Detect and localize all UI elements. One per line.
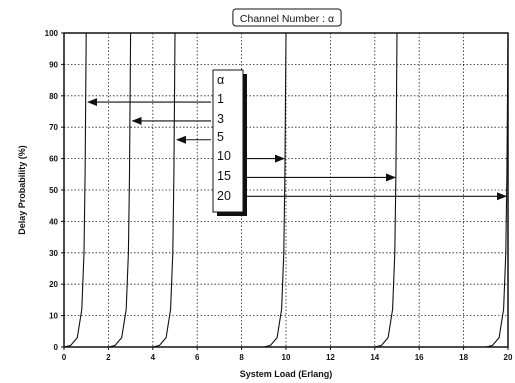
- legend-item-1: 1: [217, 92, 224, 106]
- series-curves: [63, 32, 509, 348]
- series-curve-10: [263, 32, 287, 348]
- x-tick-label: 16: [415, 353, 424, 362]
- series-curve-1: [63, 32, 87, 348]
- chart-title-text: Channel Number : α: [240, 13, 334, 25]
- tick-labels: 0 10 20 30 40 50 60 70 80 90 100 0 2 4 6 8 10 12 14 16 18 20: [45, 29, 513, 362]
- y-tick-label: 70: [49, 123, 58, 132]
- legend-item-3: 3: [217, 112, 224, 126]
- y-tick-label: 60: [49, 155, 58, 164]
- series-curve-3: [108, 32, 132, 348]
- y-tick-label: 100: [45, 29, 59, 38]
- legend-item-10: 10: [217, 149, 231, 163]
- legend: α 1 3 5 10 15 20: [212, 69, 247, 216]
- legend-arrows: [87, 98, 507, 201]
- x-tick-label: 8: [239, 353, 244, 362]
- series-curve-5: [152, 32, 176, 348]
- y-axis-title: Delay Probability (%): [17, 145, 27, 235]
- x-tick-label: 0: [62, 353, 67, 362]
- legend-items: 1 3 5 10 15 20: [217, 92, 231, 203]
- x-tick-label: 2: [106, 353, 111, 362]
- y-tick-label: 90: [49, 60, 58, 69]
- chart-title: Channel Number : α: [232, 8, 342, 27]
- series-curve-20: [485, 32, 509, 348]
- y-tick-label: 20: [49, 280, 58, 289]
- x-tick-label: 18: [459, 353, 468, 362]
- y-tick-label: 0: [54, 343, 59, 352]
- title-box: [232, 8, 342, 27]
- x-tick-label: 20: [504, 353, 513, 362]
- legend-item-5: 5: [217, 130, 224, 144]
- y-tick-label: 30: [49, 249, 58, 258]
- y-tick-label: 50: [49, 186, 58, 195]
- x-axis-title: System Load (Erlang): [240, 369, 333, 379]
- x-tick-label: 12: [326, 353, 335, 362]
- x-tick-label: 10: [282, 353, 291, 362]
- legend-item-15: 15: [217, 169, 231, 183]
- legend-item-20: 20: [217, 189, 231, 203]
- legend-header: α: [217, 73, 224, 87]
- y-tick-label: 10: [49, 312, 58, 321]
- legend-box: [212, 69, 244, 213]
- x-tick-label: 14: [370, 353, 379, 362]
- x-tick-label: 6: [195, 353, 200, 362]
- x-tick-label: 4: [151, 353, 156, 362]
- y-tick-label: 80: [49, 92, 58, 101]
- y-tick-label: 40: [49, 217, 58, 226]
